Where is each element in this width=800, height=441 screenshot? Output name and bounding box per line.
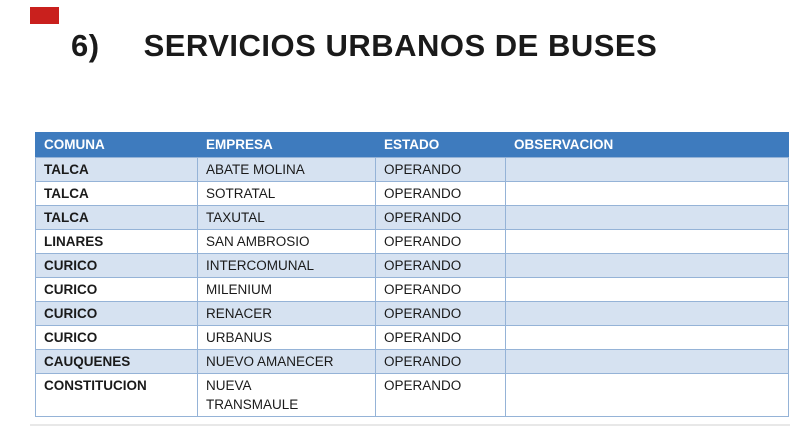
cell-observacion — [505, 325, 789, 350]
table-row: CURICO RENACER OPERANDO — [35, 301, 789, 326]
table-row: LINARES SAN AMBROSIO OPERANDO — [35, 229, 789, 254]
cell-estado: OPERANDO — [375, 157, 506, 182]
header-row: COMUNA EMPRESA ESTADO OBSERVACION — [35, 132, 789, 158]
services-table: COMUNA EMPRESA ESTADO OBSERVACION TALCA … — [35, 132, 789, 417]
cell-observacion — [505, 373, 789, 417]
cell-estado: OPERANDO — [375, 349, 506, 374]
cell-empresa: ABATE MOLINA — [197, 157, 376, 182]
cell-estado: OPERANDO — [375, 373, 506, 417]
cell-estado: OPERANDO — [375, 181, 506, 206]
cell-empresa: RENACER — [197, 301, 376, 326]
cell-estado: OPERANDO — [375, 325, 506, 350]
cell-empresa: INTERCOMUNAL — [197, 253, 376, 278]
column-header-estado: ESTADO — [375, 132, 506, 158]
title-number: 6) — [71, 28, 100, 63]
cell-empresa: SAN AMBROSIO — [197, 229, 376, 254]
cell-empresa: SOTRATAL — [197, 181, 376, 206]
cell-comuna: CAUQUENES — [35, 349, 198, 374]
table-row: CURICO URBANUS OPERANDO — [35, 325, 789, 350]
cell-observacion — [505, 157, 789, 182]
cell-observacion — [505, 253, 789, 278]
cell-comuna: CONSTITUCION — [35, 373, 198, 417]
table-row: TALCA SOTRATAL OPERANDO — [35, 181, 789, 206]
table-body: TALCA ABATE MOLINA OPERANDO TALCA SOTRAT… — [35, 157, 789, 417]
cell-comuna: CURICO — [35, 301, 198, 326]
cell-estado: OPERANDO — [375, 277, 506, 302]
cell-comuna: CURICO — [35, 253, 198, 278]
cell-comuna: TALCA — [35, 205, 198, 230]
cell-comuna: TALCA — [35, 181, 198, 206]
table-row: CURICO MILENIUM OPERANDO — [35, 277, 789, 302]
cell-comuna: TALCA — [35, 157, 198, 182]
column-header-observacion: OBSERVACION — [505, 132, 789, 158]
table-row: CURICO INTERCOMUNAL OPERANDO — [35, 253, 789, 278]
cell-empresa: NUEVO AMANECER — [197, 349, 376, 374]
cell-estado: OPERANDO — [375, 229, 506, 254]
cell-observacion — [505, 205, 789, 230]
cell-empresa: NUEVA TRANSMAULE — [197, 373, 376, 417]
table-header: COMUNA EMPRESA ESTADO OBSERVACION — [35, 132, 789, 158]
cell-empresa: TAXUTAL — [197, 205, 376, 230]
column-header-empresa: EMPRESA — [197, 132, 376, 158]
cell-estado: OPERANDO — [375, 253, 506, 278]
red-marker — [30, 7, 59, 24]
column-header-comuna: COMUNA — [35, 132, 198, 158]
table-row: TALCA TAXUTAL OPERANDO — [35, 205, 789, 230]
cell-comuna: LINARES — [35, 229, 198, 254]
table-row: CAUQUENES NUEVO AMANECER OPERANDO — [35, 349, 789, 374]
cell-observacion — [505, 277, 789, 302]
cell-observacion — [505, 229, 789, 254]
title-text: SERVICIOS URBANOS DE BUSES — [143, 28, 658, 63]
page-bottom-rule — [30, 424, 790, 426]
cell-estado: OPERANDO — [375, 301, 506, 326]
table-row: CONSTITUCION NUEVA TRANSMAULE OPERANDO — [35, 373, 789, 417]
cell-observacion — [505, 181, 789, 206]
cell-empresa: MILENIUM — [197, 277, 376, 302]
cell-comuna: CURICO — [35, 277, 198, 302]
table-row: TALCA ABATE MOLINA OPERANDO — [35, 157, 789, 182]
cell-observacion — [505, 349, 789, 374]
page-title: 6) SERVICIOS URBANOS DE BUSES — [71, 28, 657, 64]
services-table-container: COMUNA EMPRESA ESTADO OBSERVACION TALCA … — [35, 132, 789, 417]
cell-empresa: URBANUS — [197, 325, 376, 350]
cell-estado: OPERANDO — [375, 205, 506, 230]
cell-comuna: CURICO — [35, 325, 198, 350]
cell-observacion — [505, 301, 789, 326]
